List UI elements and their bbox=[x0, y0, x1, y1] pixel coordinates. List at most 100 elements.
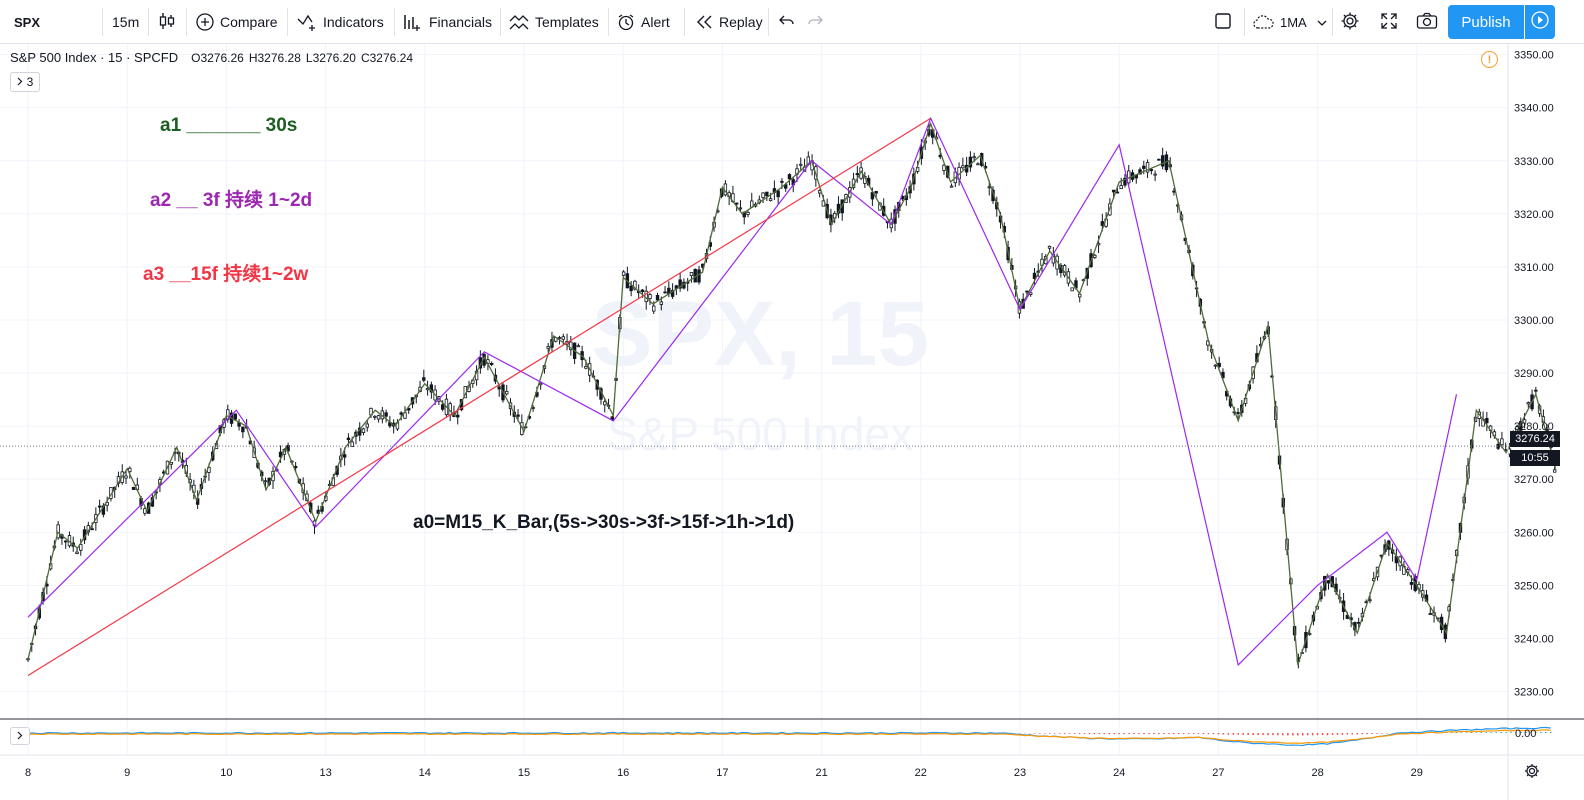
candle-body bbox=[293, 466, 298, 469]
candle-body bbox=[1552, 469, 1557, 473]
candle-body bbox=[1119, 185, 1123, 189]
annotation-a1[interactable]: a1 _______ 30s bbox=[160, 115, 298, 136]
candle-body bbox=[489, 363, 494, 365]
expand-icon bbox=[1380, 12, 1398, 33]
candle-body bbox=[734, 202, 739, 205]
toolbar-divider bbox=[287, 8, 288, 36]
cloud-icon bbox=[1252, 14, 1274, 30]
candle-body bbox=[1409, 582, 1414, 585]
candle-body bbox=[787, 174, 792, 180]
fullscreen-toggle-button[interactable] bbox=[1214, 0, 1232, 44]
candle-body bbox=[874, 191, 878, 194]
axis-settings-button[interactable] bbox=[1524, 763, 1540, 784]
candle-body bbox=[1428, 613, 1432, 615]
annotation-a2[interactable]: a2 __ 3f 持续 1~2d bbox=[150, 190, 313, 211]
candle-body bbox=[1496, 443, 1500, 449]
legend-high: H3276.28 bbox=[248, 51, 301, 65]
interval-button[interactable]: 15m bbox=[112, 0, 139, 44]
legend-title[interactable]: S&P 500 Index · 15 · SPCFD bbox=[10, 50, 179, 65]
time-tick-label: 10 bbox=[220, 767, 232, 779]
replay-button[interactable]: Replay bbox=[695, 0, 763, 44]
candle-body bbox=[440, 404, 445, 410]
publish-label: Publish bbox=[1461, 13, 1511, 31]
symbol-label: SPX bbox=[14, 14, 41, 30]
candle-body bbox=[365, 423, 369, 428]
candle-body bbox=[1025, 290, 1029, 293]
candle-body bbox=[422, 377, 426, 381]
oscillator-collapse-button[interactable] bbox=[10, 727, 30, 745]
candle-body bbox=[538, 382, 543, 386]
indicators-icon bbox=[297, 13, 317, 31]
bar-countdown-tag: 10:55 bbox=[1510, 450, 1560, 466]
candle-body bbox=[1123, 177, 1127, 186]
price-axis[interactable]: 3350.00 3340.00 3330.00 3320.00 3310.00 3300.… bbox=[1514, 50, 1554, 699]
candle-body bbox=[1111, 189, 1116, 193]
candle-body bbox=[621, 271, 626, 276]
candle-body bbox=[124, 475, 128, 479]
candle-body bbox=[972, 156, 976, 159]
price-tick-label: 3290.00 bbox=[1514, 368, 1554, 380]
compare-button[interactable]: Compare bbox=[196, 0, 278, 44]
price-tick-label: 3250.00 bbox=[1514, 580, 1554, 592]
legend-collapse-button[interactable]: 3 bbox=[10, 72, 40, 92]
annotation-a0[interactable]: a0=M15_K_Bar,(5s->30s->3f->15f->1h->1d) bbox=[413, 512, 795, 533]
candle-body bbox=[1093, 254, 1097, 258]
candle-body bbox=[1157, 158, 1161, 161]
last-price-tag: 3276.24 bbox=[1510, 431, 1560, 447]
publish-button[interactable]: Publish bbox=[1448, 5, 1524, 39]
undo-icon bbox=[778, 13, 796, 32]
candle-body bbox=[346, 437, 351, 441]
time-tick-label: 24 bbox=[1113, 767, 1125, 779]
candle-body bbox=[143, 508, 147, 514]
candle-body bbox=[399, 412, 403, 415]
price-tick-label: 3280.00 bbox=[1514, 421, 1554, 433]
snapshot-button[interactable] bbox=[1416, 0, 1438, 44]
legend-low: L3276.20 bbox=[305, 51, 356, 65]
toolbar-divider bbox=[186, 8, 187, 36]
layout-button[interactable]: 1MA bbox=[1252, 0, 1327, 44]
candle-body bbox=[976, 163, 980, 166]
price-tick-label: 3330.00 bbox=[1514, 156, 1554, 168]
candle-body bbox=[780, 180, 784, 183]
time-tick-label: 16 bbox=[617, 767, 629, 779]
alert-button[interactable]: Alert bbox=[617, 0, 670, 44]
indicators-button[interactable]: Indicators bbox=[297, 0, 384, 44]
symbol-search[interactable]: SPX bbox=[0, 0, 100, 44]
templates-button[interactable]: Templates bbox=[509, 0, 599, 44]
candle-body bbox=[1213, 364, 1218, 367]
candle-body bbox=[968, 156, 973, 168]
annotation-a3[interactable]: a3 __15f 持续1~2w bbox=[143, 264, 309, 285]
candle-body bbox=[961, 165, 965, 169]
layout-name-label: 1MA bbox=[1280, 14, 1307, 30]
candles-icon bbox=[158, 11, 176, 34]
candle-style-button[interactable] bbox=[158, 0, 176, 44]
redo-button[interactable] bbox=[806, 0, 824, 44]
candle-body bbox=[1326, 580, 1331, 584]
plus-circle-icon bbox=[196, 13, 214, 31]
chart-area[interactable]: SPX, 15 S&P 500 Index 3350.003340.003330… bbox=[0, 44, 1584, 800]
rewind-icon bbox=[695, 13, 713, 31]
candle-body bbox=[633, 280, 637, 290]
play-circle-icon bbox=[1530, 10, 1550, 35]
settings-button[interactable] bbox=[1340, 0, 1360, 44]
market-status-icon[interactable]: ! bbox=[1481, 51, 1498, 68]
toolbar-divider bbox=[1244, 8, 1245, 36]
candle-body bbox=[765, 191, 769, 197]
candle-body bbox=[1534, 389, 1538, 392]
undo-button[interactable] bbox=[778, 0, 796, 44]
legend-open: O3276.26 bbox=[191, 51, 244, 65]
candle-body bbox=[689, 272, 694, 277]
time-tick-label: 8 bbox=[25, 767, 31, 779]
candle-body bbox=[603, 401, 607, 406]
expand-button[interactable] bbox=[1380, 0, 1398, 44]
time-axis[interactable]: 8 9 10 13 14 15 16 17 21 22 23 24 27 28 29 bbox=[25, 767, 1423, 779]
candle-body bbox=[584, 365, 588, 369]
financials-button[interactable]: Financials bbox=[403, 0, 492, 44]
watermark-name: S&P 500 Index bbox=[607, 408, 913, 460]
publish-menu-button[interactable] bbox=[1525, 5, 1555, 39]
financials-label: Financials bbox=[429, 14, 493, 30]
price-tick-label: 3310.00 bbox=[1514, 262, 1554, 274]
candle-body bbox=[361, 428, 366, 433]
candle-body bbox=[505, 390, 509, 395]
gear-icon bbox=[1524, 764, 1540, 783]
